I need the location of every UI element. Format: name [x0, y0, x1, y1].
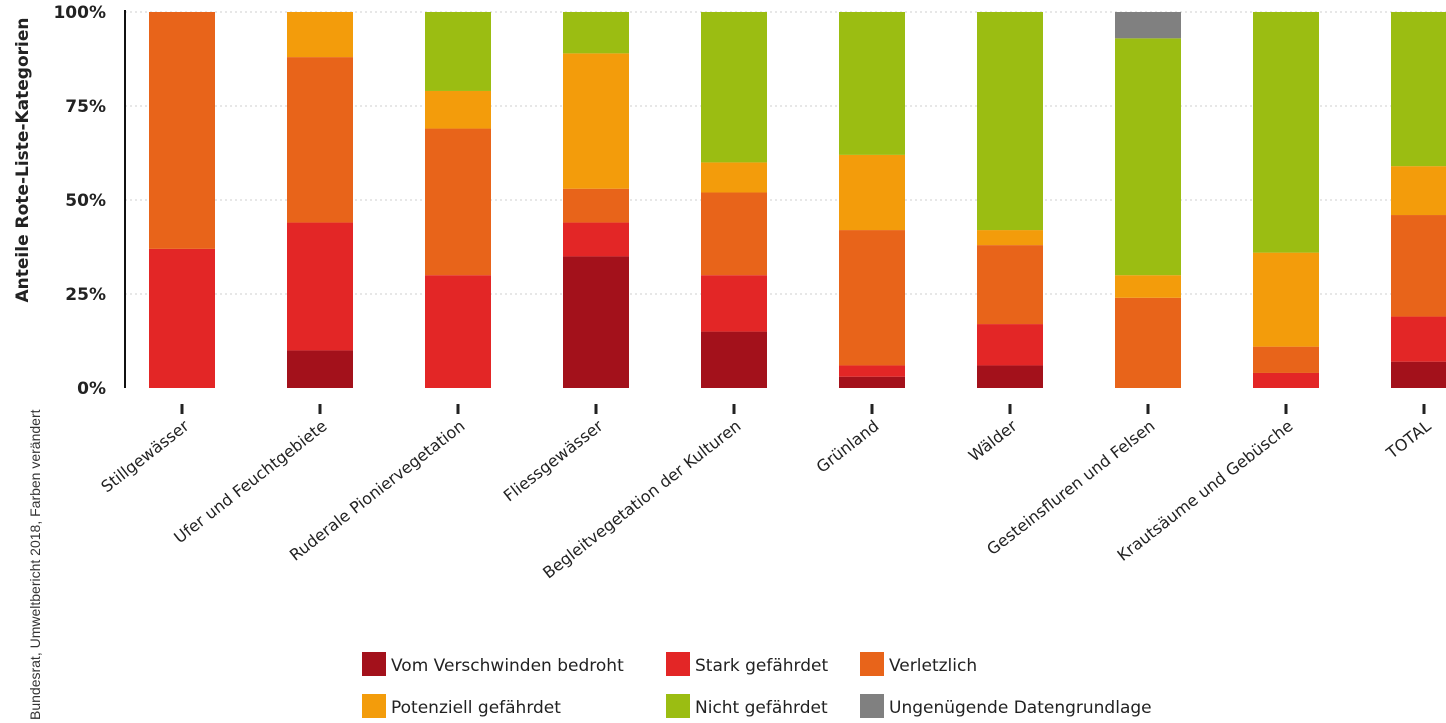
bar-segment	[287, 350, 353, 388]
bar-segment	[1115, 275, 1181, 298]
category-label: Grünland	[813, 416, 883, 476]
bar-segment	[977, 230, 1043, 246]
bar-segment	[1391, 215, 1446, 317]
legend-swatch	[666, 694, 690, 718]
bar-segment	[701, 162, 767, 193]
legend-swatch	[860, 652, 884, 676]
bar-segment	[425, 128, 491, 276]
bar-segment	[839, 154, 905, 231]
legend-swatch	[860, 694, 884, 718]
bar-segment	[1253, 372, 1319, 388]
y-tick-label: 0%	[77, 379, 106, 399]
legend: Vom Verschwinden bedroht Stark gefährdet V…	[362, 652, 1152, 718]
bar-segment	[425, 12, 491, 91]
bar-segment	[1391, 316, 1446, 362]
bar-segment	[701, 12, 767, 163]
y-tick-label: 50%	[65, 191, 106, 211]
legend-swatch	[362, 652, 386, 676]
bar-segment	[839, 376, 905, 388]
y-axis-title: Anteile Rote-Liste-Kategorien	[13, 18, 33, 303]
bar-segment	[701, 275, 767, 332]
bar-segment	[977, 12, 1043, 231]
bar-segment	[1115, 38, 1181, 276]
bar-segment	[287, 222, 353, 351]
bar-segment	[977, 245, 1043, 325]
bar-segment	[563, 188, 629, 223]
bar-segment	[563, 53, 629, 189]
y-tick-label: 25%	[65, 285, 106, 305]
legend-label: Stark gefährdet	[695, 656, 828, 676]
bar-segment	[563, 12, 629, 54]
bar-segment	[1391, 166, 1446, 216]
legend-label: Potenziell gefährdet	[391, 698, 561, 718]
category-label: Ufer und Feuchtgebiete	[170, 416, 330, 547]
bar-segment	[1253, 346, 1319, 373]
category-label: Fliessgewässer	[500, 416, 607, 505]
bar-segment	[1115, 297, 1181, 388]
y-tick-label: 75%	[65, 97, 106, 117]
bar-segment	[839, 12, 905, 155]
bar-segment	[149, 248, 215, 388]
y-tick-label: 100%	[53, 3, 106, 23]
bar-segment	[287, 12, 353, 58]
legend-label: Vom Verschwinden bedroht	[391, 656, 624, 676]
legend-swatch	[362, 694, 386, 718]
bar-segment	[1115, 12, 1181, 39]
bar-segment	[839, 365, 905, 377]
bar-segment	[977, 365, 1043, 388]
bar-segment	[563, 256, 629, 388]
source-note: Bundesrat, Umweltbericht 2018, Farben ve…	[27, 409, 43, 720]
category-label: TOTAL	[1382, 416, 1435, 463]
bar-segment	[287, 57, 353, 223]
category-label: Stillgewässer	[97, 416, 192, 496]
bars	[149, 12, 1446, 388]
bar-segment	[1391, 361, 1446, 388]
category-label: Wälder	[965, 416, 1021, 465]
bar-segment	[425, 275, 491, 388]
bar-segment	[977, 324, 1043, 366]
bar-segment	[1391, 12, 1446, 167]
bar-segment	[563, 222, 629, 257]
bar-segment	[149, 12, 215, 249]
bar-segment	[1253, 12, 1319, 253]
bar-segment	[701, 331, 767, 388]
legend-swatch	[666, 652, 690, 676]
bar-segment	[1253, 252, 1319, 347]
y-tick-labels: 0% 25% 50% 75% 100%	[53, 3, 106, 399]
legend-label: Ungenügende Datengrundlage	[889, 698, 1152, 718]
legend-label: Verletzlich	[889, 656, 977, 676]
bar-segment	[425, 90, 491, 129]
legend-label: Nicht gefährdet	[695, 698, 828, 718]
bar-segment	[701, 192, 767, 276]
bar-segment	[839, 230, 905, 366]
